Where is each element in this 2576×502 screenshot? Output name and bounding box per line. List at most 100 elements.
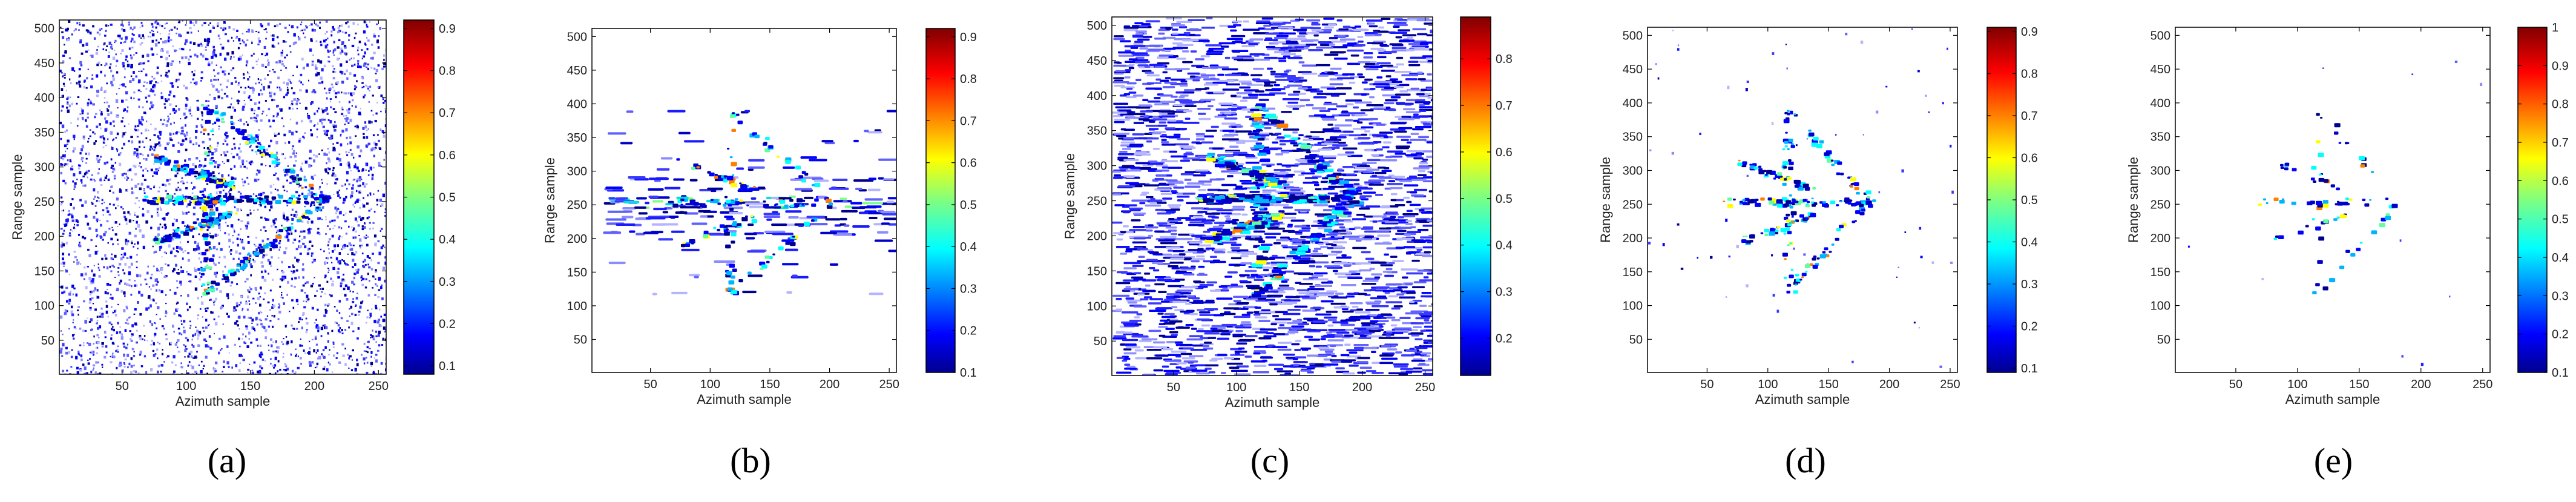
- speckle-mark: [359, 245, 361, 247]
- target-mark: [174, 160, 179, 164]
- speckle-mark: [232, 28, 235, 31]
- speckle-mark: [150, 47, 153, 51]
- speckle-mark: [326, 262, 329, 264]
- speckle-mark: [179, 315, 182, 317]
- speckle-mark: [81, 109, 84, 113]
- speckle-mark: [205, 319, 208, 322]
- speckle-mark: [82, 329, 85, 332]
- speckle-mark: [166, 75, 169, 78]
- speckle-mark: [199, 272, 201, 274]
- speckle-mark: [113, 328, 115, 332]
- speckle-mark: [252, 193, 255, 196]
- speckle-mark: [330, 83, 334, 86]
- speckle-mark: [150, 277, 153, 280]
- speckle-mark: [104, 162, 107, 165]
- speckle-mark: [284, 369, 288, 372]
- speckle-mark: [335, 208, 338, 212]
- speckle-mark: [140, 22, 143, 24]
- speckle-mark: [375, 341, 377, 343]
- speckle-mark: [110, 69, 113, 73]
- speckle-mark: [72, 293, 74, 296]
- speckle-mark: [384, 338, 386, 341]
- speckle-mark: [349, 196, 352, 199]
- speckle-mark: [290, 82, 292, 84]
- speckle-mark: [251, 42, 253, 44]
- speckle-mark: [126, 64, 130, 68]
- speckle-mark: [146, 82, 148, 84]
- speckle-mark: [209, 299, 212, 301]
- speckle-mark: [162, 183, 165, 186]
- speckle-mark: [110, 131, 113, 135]
- speckle-mark: [142, 85, 145, 87]
- speckle-mark: [289, 156, 292, 159]
- speckle-mark: [276, 105, 279, 107]
- speckle-mark: [142, 62, 145, 65]
- speckle-mark: [226, 159, 229, 162]
- speckle-mark: [97, 61, 100, 65]
- speckle-mark: [251, 369, 254, 372]
- speckle-mark: [61, 95, 63, 97]
- speckle-mark: [158, 137, 161, 140]
- speckle-mark: [372, 94, 374, 97]
- speckle-mark: [104, 90, 107, 93]
- speckle-mark: [180, 270, 183, 274]
- streak-mark: [869, 216, 878, 219]
- speckle-mark: [251, 67, 255, 69]
- speckle-mark: [102, 147, 105, 148]
- colorbar-tick-label: 0.3: [960, 282, 977, 296]
- streak-mark: [1326, 139, 1342, 141]
- speckle-mark: [172, 247, 175, 250]
- speckle-mark: [99, 156, 102, 158]
- speckle-mark: [316, 128, 318, 131]
- speckle-mark: [214, 233, 217, 237]
- streak-mark: [806, 216, 825, 219]
- speckle-mark: [110, 323, 113, 326]
- speckle-mark: [365, 322, 367, 324]
- speckle-mark: [87, 222, 90, 226]
- target-mark: [203, 212, 208, 216]
- target-mark: [680, 243, 686, 248]
- speckle-mark: [308, 163, 311, 168]
- speckle-mark: [237, 324, 239, 327]
- speckle-mark: [373, 167, 375, 169]
- speckle-mark: [182, 211, 183, 213]
- speckle-mark: [106, 82, 108, 85]
- speckle-mark: [357, 46, 360, 49]
- speckle-mark: [184, 42, 186, 45]
- speckle-mark: [186, 133, 188, 136]
- speckle-mark: [84, 329, 87, 332]
- speckle-mark: [258, 193, 261, 196]
- speckle-mark: [68, 292, 71, 296]
- speckle-mark: [336, 271, 340, 274]
- speckle-mark: [353, 64, 356, 66]
- speckle-mark: [143, 190, 145, 192]
- speckle-mark: [85, 162, 87, 164]
- speckle-mark: [260, 353, 263, 356]
- speckle-mark: [152, 349, 154, 352]
- speckle-mark: [278, 303, 280, 305]
- target-mark: [314, 197, 320, 201]
- speckle-mark: [125, 91, 128, 94]
- speckle-mark: [214, 79, 217, 81]
- speckle-mark: [104, 355, 107, 359]
- speckle-mark: [247, 72, 250, 74]
- speckle-mark: [276, 24, 279, 27]
- speckle-mark: [169, 103, 172, 106]
- speckle-mark: [105, 305, 108, 308]
- speckle-mark: [207, 42, 209, 44]
- speckle-mark: [68, 299, 71, 302]
- speckle-mark: [113, 125, 115, 127]
- speckle-mark: [224, 265, 226, 268]
- target-mark: [209, 235, 215, 239]
- speckle-mark: [270, 35, 273, 37]
- speckle-mark: [159, 249, 161, 251]
- speckle-mark: [367, 88, 369, 90]
- speckle-mark: [81, 236, 84, 239]
- target-mark: [728, 203, 732, 206]
- speckle-mark: [216, 145, 218, 147]
- streak-mark: [794, 188, 812, 191]
- speckle-mark: [355, 305, 356, 307]
- speckle-mark: [240, 228, 242, 231]
- speckle-mark: [324, 45, 327, 49]
- target-mark: [161, 157, 168, 162]
